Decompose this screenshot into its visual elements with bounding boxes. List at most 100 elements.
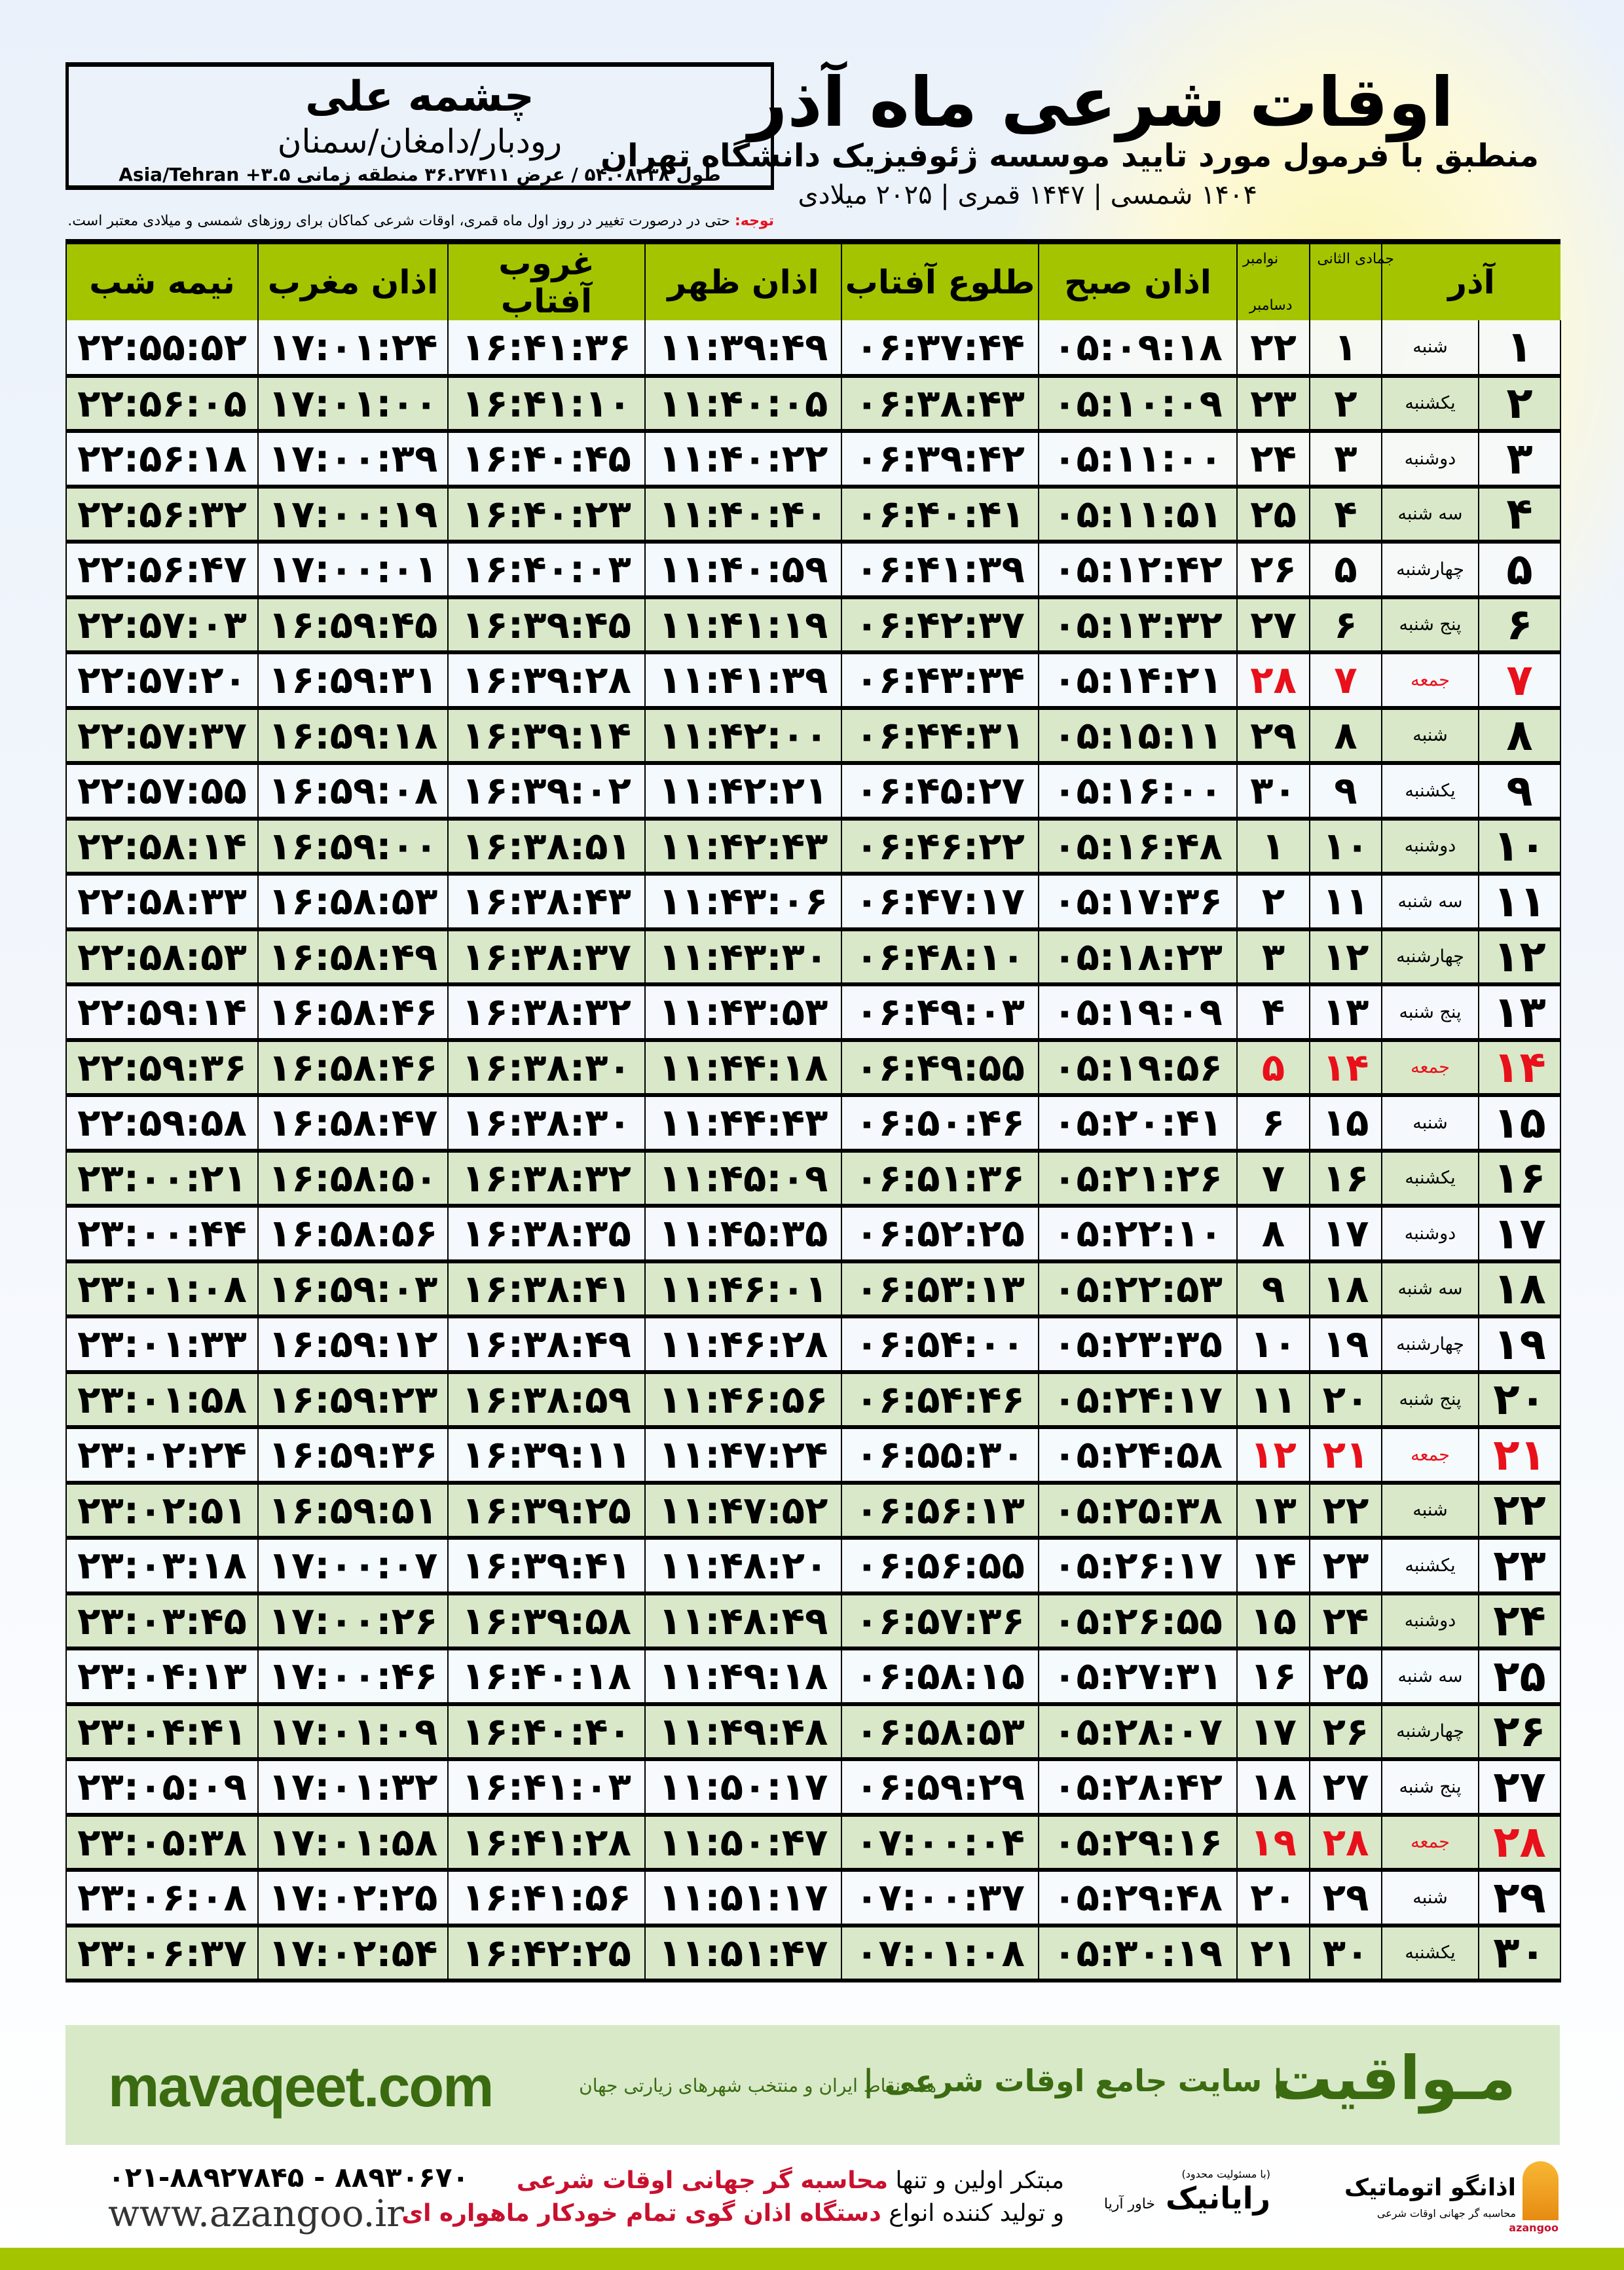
day-number: ۱۶ [1478,1150,1561,1208]
table-row: ۱۰ دوشنبه ۱۰ ۱ ۰۵:۱۶:۴۸ ۰۶:۴۶:۲۲ ۱۱:۴۲:۴۳ ۱۶:۳۸… [65,818,1561,876]
day-number: ۷ [1478,652,1561,710]
nimeshab-time: ۲۲:۵۷:۲۰ [65,652,259,710]
tolu-time: ۰۶:۵۷:۳۶ [841,1593,1039,1650]
azangoo-logo: اذانگو اتوماتیک محاسبه گر جهانی اوقات شر… [1344,2161,1559,2234]
maghreb-time: ۱۶:۵۹:۳۶ [257,1427,449,1485]
day-number: ۲۹ [1478,1870,1561,1927]
zohr-time: ۱۱:۴۹:۱۸ [644,1648,842,1706]
weekday: سه شنبه [1381,874,1479,931]
nimeshab-time: ۲۳:۰۱:۵۸ [65,1371,259,1429]
page-title: اوقات شرعی ماه آذر [748,62,1454,142]
header-tolu: طلوع آفتاب [841,239,1039,320]
hijri-day: ۲۲ [1309,1482,1382,1540]
nimeshab-time: ۲۳:۰۵:۳۸ [65,1814,259,1872]
maghreb-time: ۱۷:۰۱:۳۲ [257,1759,449,1817]
nimeshab-time: ۲۳:۰۱:۰۸ [65,1261,259,1318]
gregorian-day: ۱۹ [1236,1814,1310,1872]
zohr-time: ۱۱:۴۷:۵۲ [644,1482,842,1540]
zohr-time: ۱۱:۵۱:۴۷ [644,1925,842,1982]
hijri-day: ۱ [1309,320,1382,378]
hijri-day: ۷ [1309,652,1382,710]
hijri-day: ۲ [1309,375,1382,433]
table-row: ۴ سه شنبه ۴ ۲۵ ۰۵:۱۱:۵۱ ۰۶:۴۰:۴۱ ۱۱:۴۰:۴۰ ۱۶:۴۰… [65,486,1561,544]
tolu-time: ۰۶:۵۵:۳۰ [841,1427,1039,1485]
azangoo-en: azangoo [1509,2222,1559,2234]
day-number: ۴ [1478,486,1561,544]
header-nimeshab: نیمه شب [65,239,258,320]
sobh-time: ۰۵:۲۸:۰۷ [1038,1703,1238,1761]
zohr-time: ۱۱:۴۳:۰۶ [644,874,842,931]
table-row: ۸ شنبه ۸ ۲۹ ۰۵:۱۵:۱۱ ۰۶:۴۴:۳۱ ۱۱:۴۲:۰۰ ۱۶:۳۹:۱۴… [65,707,1561,765]
ghorub-time: ۱۶:۳۹:۴۱ [447,1538,646,1595]
hijri-day: ۲۵ [1309,1648,1382,1706]
zohr-time: ۱۱:۴۰:۲۲ [644,431,842,489]
site-url[interactable]: mavaqeet.com [108,2054,494,2119]
promo-line2-a: و تولید کننده انواع [881,2200,1064,2227]
gregorian-day: ۲۲ [1236,320,1310,378]
zohr-time: ۱۱:۴۵:۰۹ [644,1150,842,1208]
gregorian-day: ۲ [1236,874,1310,931]
zohr-time: ۱۱:۴۰:۰۵ [644,375,842,433]
promo-line1-a: مبتکر اولین و تنها [888,2167,1064,2194]
bottom-bar [0,2248,1624,2270]
ghorub-time: ۱۶:۳۹:۴۵ [447,597,646,654]
tolu-time: ۰۶:۴۲:۳۷ [841,597,1039,654]
maghreb-time: ۱۷:۰۰:۳۹ [257,431,449,489]
header-zohr: اذان ظهر [644,239,841,320]
table-row: ۳۰ یکشنبه ۳۰ ۲۱ ۰۵:۳۰:۱۹ ۰۷:۰۱:۰۸ ۱۱:۵۱:۴۷ ۱۶:۴… [65,1925,1561,1982]
nimeshab-time: ۲۲:۵۵:۵۲ [65,320,259,378]
hijri-day: ۲۱ [1309,1427,1382,1485]
nimeshab-time: ۲۳:۰۱:۳۳ [65,1316,259,1374]
sobh-time: ۰۵:۱۲:۴۲ [1038,542,1238,599]
tolu-time: ۰۶:۵۶:۵۵ [841,1538,1039,1595]
tolu-time: ۰۶:۴۶:۲۲ [841,818,1039,876]
nimeshab-time: ۲۳:۰۳:۱۸ [65,1538,259,1595]
sobh-time: ۰۵:۲۲:۵۳ [1038,1261,1238,1318]
rayanik-small: (با مسئولیت محدود) [1181,2168,1270,2180]
weekday: سه شنبه [1381,1648,1479,1706]
nimeshab-time: ۲۲:۵۷:۵۵ [65,763,259,821]
ghorub-time: ۱۶:۴۱:۰۳ [447,1759,646,1817]
tolu-time: ۰۷:۰۱:۰۸ [841,1925,1039,1982]
ghorub-time: ۱۶:۳۸:۳۵ [447,1206,646,1263]
day-number: ۱۵ [1478,1095,1561,1153]
sobh-time: ۰۵:۲۲:۱۰ [1038,1206,1238,1263]
zohr-time: ۱۱:۴۸:۴۹ [644,1593,842,1650]
ghorub-time: ۱۶:۳۹:۲۵ [447,1482,646,1540]
day-number: ۱۷ [1478,1206,1561,1263]
table-row: ۱ شنبه ۱ ۲۲ ۰۵:۰۹:۱۸ ۰۶:۳۷:۴۴ ۱۱:۳۹:۴۹ ۱۶:۴۱:۳۶… [65,320,1561,378]
hijri-day: ۴ [1309,486,1382,544]
gregorian-day: ۵ [1236,1039,1310,1097]
gregorian-day: ۱۱ [1236,1371,1310,1429]
rayanik-sub: خاور آریا [1103,2196,1156,2212]
table-row: ۲۱ جمعه ۲۱ ۱۲ ۰۵:۲۴:۵۸ ۰۶:۵۵:۳۰ ۱۱:۴۷:۲۴ ۱۶:۳۹:… [65,1427,1561,1485]
weekday: شنبه [1381,320,1479,378]
maghreb-time: ۱۶:۵۹:۱۸ [257,707,449,765]
day-number: ۲۷ [1478,1759,1561,1817]
hijri-day: ۱۶ [1309,1150,1382,1208]
weekday: شنبه [1381,707,1479,765]
nimeshab-time: ۲۲:۵۶:۴۷ [65,542,259,599]
tolu-time: ۰۶:۳۷:۴۴ [841,320,1039,378]
table-row: ۱۹ چهارشنبه ۱۹ ۱۰ ۰۵:۲۳:۳۵ ۰۶:۵۴:۰۰ ۱۱:۴۶:۲۸ ۱۶… [65,1316,1561,1374]
nimeshab-time: ۲۳:۰۴:۴۱ [65,1703,259,1761]
weekday: سه شنبه [1381,486,1479,544]
maghreb-time: ۱۶:۵۸:۴۹ [257,929,449,986]
gregorian-day: ۲۷ [1236,597,1310,654]
gregorian-day: ۱۸ [1236,1759,1310,1817]
azangoo-website[interactable]: www.azangoo.ir [108,2193,405,2235]
hijri-day: ۶ [1309,597,1382,654]
zohr-time: ۱۱:۴۶:۰۱ [644,1261,842,1318]
nimeshab-time: ۲۳:۰۲:۲۴ [65,1427,259,1485]
hijri-day: ۲۸ [1309,1814,1382,1872]
table-row: ۷ جمعه ۷ ۲۸ ۰۵:۱۴:۲۱ ۰۶:۴۳:۳۴ ۱۱:۴۱:۳۹ ۱۶:۳۹:۲۸… [65,652,1561,710]
maghreb-time: ۱۶:۵۸:۴۶ [257,984,449,1042]
sobh-time: ۰۵:۳۰:۱۹ [1038,1925,1238,1982]
ghorub-time: ۱۶:۳۸:۵۱ [447,818,646,876]
ghorub-time: ۱۶:۴۰:۲۳ [447,486,646,544]
tolu-time: ۰۶:۳۸:۴۳ [841,375,1039,433]
weekday: چهارشنبه [1381,1703,1479,1761]
sobh-time: ۰۵:۲۹:۱۶ [1038,1814,1238,1872]
hijri-day: ۱۵ [1309,1095,1382,1153]
nimeshab-time: ۲۲:۵۶:۰۵ [65,375,259,433]
